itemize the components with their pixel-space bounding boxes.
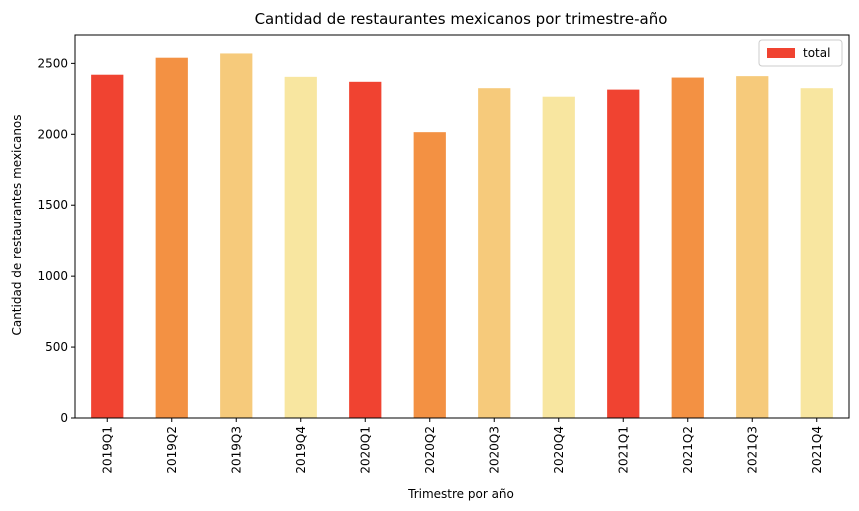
- x-tick-label: 2020Q3: [487, 426, 501, 474]
- legend-box: [758, 39, 843, 67]
- bar-2020Q3: [478, 88, 511, 418]
- bar-2021Q3: [736, 76, 769, 419]
- x-tick-label: 2019Q3: [229, 426, 243, 474]
- x-tick-label: 2021Q3: [745, 426, 759, 474]
- bar-2021Q2: [671, 77, 704, 419]
- bar-2019Q3: [220, 53, 253, 419]
- bar-2021Q1: [607, 89, 640, 418]
- x-tick-label: 2021Q2: [681, 426, 695, 474]
- bar-2020Q4: [542, 96, 575, 418]
- x-tick-label: 2019Q4: [294, 426, 308, 474]
- bar-2020Q1: [349, 81, 382, 419]
- x-tick-label: 2021Q4: [810, 426, 824, 474]
- x-tick-label: 2020Q1: [358, 426, 372, 474]
- chart-title: Cantidad de restaurantes mexicanos por t…: [255, 10, 668, 28]
- x-axis-label: Trimestre por año: [407, 487, 514, 501]
- x-tick-label: 2019Q2: [165, 426, 179, 474]
- x-tick-label: 2020Q4: [552, 426, 566, 474]
- bar-2019Q4: [284, 76, 317, 418]
- y-tick-label: 0: [60, 411, 68, 425]
- plot-area: 2019Q1 2019Q2 2019Q3 2019Q4 2020Q1 2020Q2 2020…: [37, 34, 850, 474]
- y-tick-label: 2000: [37, 127, 68, 141]
- legend: total: [758, 39, 843, 67]
- legend-swatch: [767, 48, 795, 58]
- bar-2019Q1: [91, 74, 124, 419]
- x-tick-label: 2020Q2: [423, 426, 437, 474]
- y-tick-label: 2500: [37, 56, 68, 70]
- plot-frame: [74, 34, 850, 419]
- bar-2021Q4: [800, 88, 833, 418]
- y-tick-label: 1500: [37, 198, 68, 212]
- x-tick-label: 2021Q1: [616, 426, 630, 474]
- bar-2020Q2: [413, 132, 446, 418]
- x-tick-label: 2019Q1: [100, 426, 114, 474]
- y-tick-label: 1000: [37, 269, 68, 283]
- bar-2019Q2: [155, 57, 188, 419]
- legend-label: total: [803, 46, 830, 60]
- y-tick-label: 500: [45, 340, 68, 354]
- y-axis-label: Cantidad de restaurantes mexicanos: [10, 114, 24, 335]
